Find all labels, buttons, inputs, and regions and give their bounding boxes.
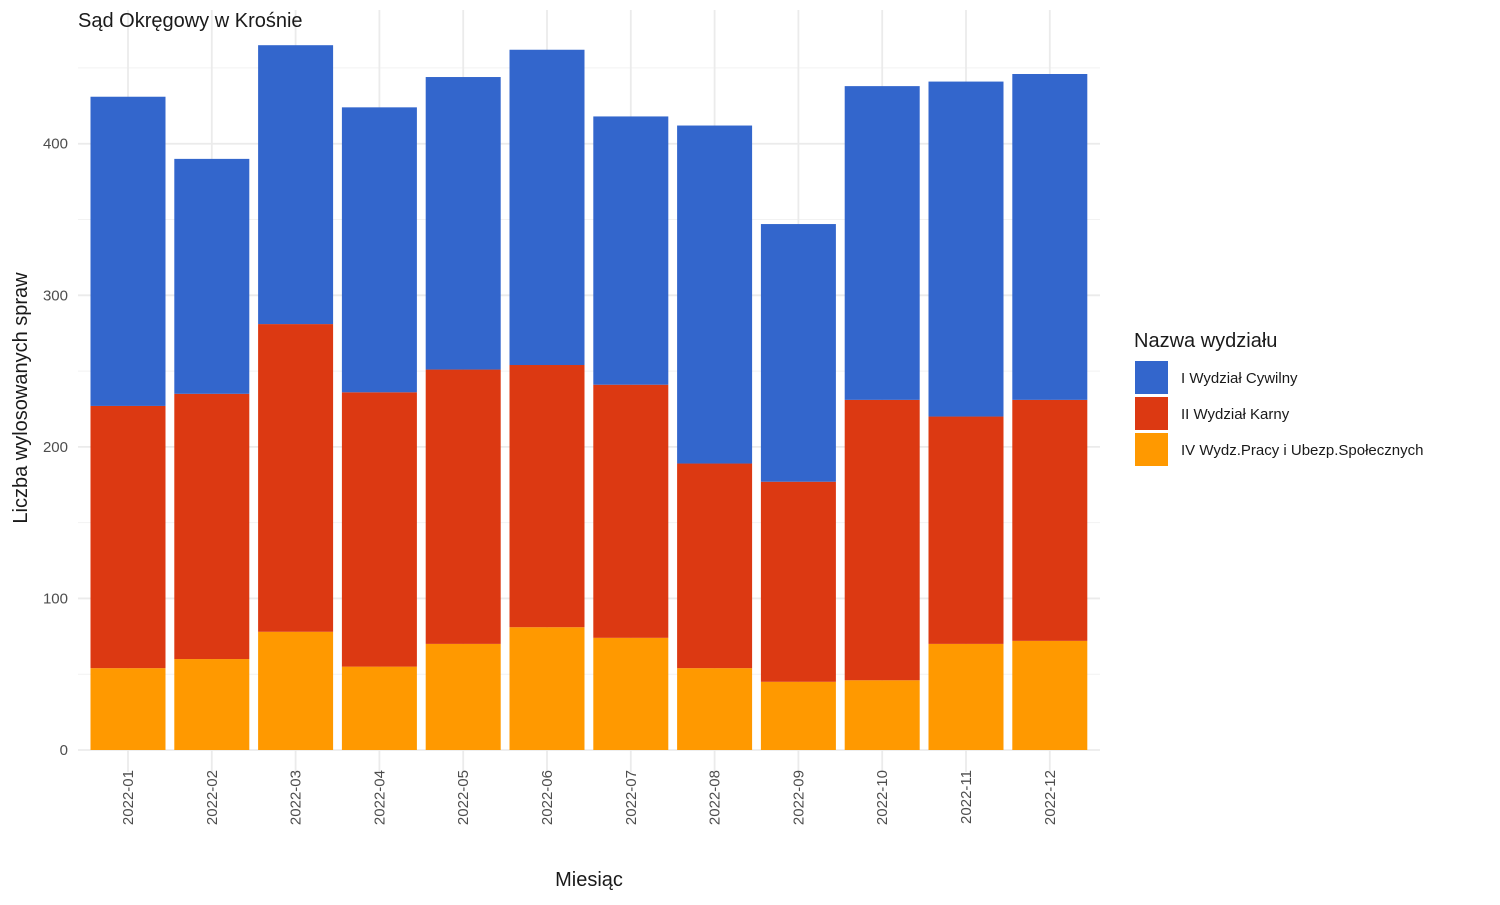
y-tick-label: 400 xyxy=(43,136,68,153)
x-tick-label: 2022-05 xyxy=(455,770,472,825)
bar-segment xyxy=(844,399,920,681)
legend-swatch xyxy=(1135,433,1168,466)
legend: Nazwa wydziału I Wydział Cywilny II Wydzi… xyxy=(1134,330,1423,466)
bar-segment xyxy=(844,680,920,750)
bar-segment xyxy=(341,392,417,667)
y-tick-label: 300 xyxy=(43,287,68,304)
bar-segment xyxy=(760,224,836,482)
bar-segment xyxy=(174,158,250,394)
chart-title: Sąd Okręgowy w Krośnie xyxy=(78,10,303,32)
bar-segment xyxy=(760,681,836,750)
legend-label: II Wydział Karny xyxy=(1181,406,1290,423)
x-tick-label: 2022-07 xyxy=(623,770,640,825)
legend-title: Nazwa wydziału xyxy=(1134,330,1277,352)
y-axis-title: Liczba wylosowanych spraw xyxy=(10,272,32,524)
x-tick-label: 2022-01 xyxy=(120,770,137,825)
bar-segment xyxy=(593,116,669,385)
x-tick-label: 2022-10 xyxy=(874,770,891,825)
bar-segment xyxy=(1012,640,1088,750)
bar-segment xyxy=(90,668,166,750)
bar-segment xyxy=(258,631,334,750)
legend-label: IV Wydz.Pracy i Ubezp.Społecznych xyxy=(1181,442,1423,459)
y-axis-ticks: 0 100 200 300 400 xyxy=(43,136,68,759)
bar-segment xyxy=(341,666,417,750)
bars-layer xyxy=(90,45,1088,750)
x-tick-label: 2022-03 xyxy=(288,770,305,825)
bar-segment xyxy=(1012,399,1088,641)
bar-segment xyxy=(174,659,250,750)
bar-segment xyxy=(677,668,753,750)
bar-segment xyxy=(928,416,1004,644)
bar-segment xyxy=(425,369,501,644)
bar-segment xyxy=(593,637,669,750)
bar-segment xyxy=(90,405,166,669)
legend-label: I Wydział Cywilny xyxy=(1181,370,1298,387)
y-tick-label: 0 xyxy=(60,742,68,759)
bar-segment xyxy=(258,45,334,325)
x-tick-label: 2022-09 xyxy=(790,770,807,825)
legend-items: I Wydział Cywilny II Wydział Karny IV Wydz… xyxy=(1135,361,1423,466)
bar-segment xyxy=(1012,73,1088,400)
bar-segment xyxy=(928,643,1004,750)
x-axis-title: Miesiąc xyxy=(555,869,623,891)
x-axis-ticks: 2022-01 2022-02 2022-03 2022-04 2022-05 2022-… xyxy=(120,770,1059,825)
bar-segment xyxy=(677,125,753,464)
bar-segment xyxy=(425,77,501,370)
y-tick-label: 100 xyxy=(43,590,68,607)
bar-segment xyxy=(509,365,585,628)
bar-segment xyxy=(760,481,836,682)
bar-segment xyxy=(928,81,1004,417)
bar-segment xyxy=(509,49,585,366)
bar-segment xyxy=(341,107,417,393)
x-tick-label: 2022-08 xyxy=(707,770,724,825)
legend-swatch xyxy=(1135,361,1168,394)
bar-segment xyxy=(844,86,920,400)
bar-segment xyxy=(174,393,250,660)
bar-segment xyxy=(425,643,501,750)
x-tick-label: 2022-11 xyxy=(958,770,975,824)
x-tick-label: 2022-02 xyxy=(204,770,221,825)
x-tick-label: 2022-06 xyxy=(539,770,556,825)
bar-segment xyxy=(90,96,166,406)
bar-segment xyxy=(509,627,585,750)
legend-swatch xyxy=(1135,397,1168,430)
bar-segment xyxy=(677,463,753,669)
x-tick-label: 2022-04 xyxy=(371,770,388,825)
bar-segment xyxy=(258,324,334,632)
bar-segment xyxy=(593,384,669,638)
x-tick-label: 2022-12 xyxy=(1042,770,1059,825)
y-tick-label: 200 xyxy=(43,439,68,456)
